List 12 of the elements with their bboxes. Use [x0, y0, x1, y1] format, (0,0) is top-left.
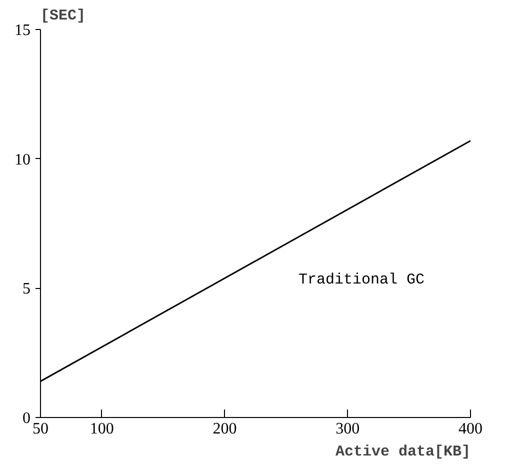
x-tick-label: 200	[212, 420, 237, 438]
x-tick-label: 50	[32, 420, 48, 438]
y-tick-label: 5	[22, 280, 30, 298]
y-tick-label: 10	[14, 151, 30, 168]
y-tick-label: 15	[14, 22, 30, 39]
y-tick-label: 0	[22, 410, 30, 427]
x-tick-label: 400	[458, 420, 482, 438]
x-tick-label: 100	[90, 420, 114, 438]
x-tick-label: 300	[336, 420, 360, 438]
x-axis-title: Active data[KB]	[335, 444, 471, 460]
y-axis-title: [SEC]	[40, 8, 86, 24]
text: Traditional GC	[298, 272, 425, 289]
